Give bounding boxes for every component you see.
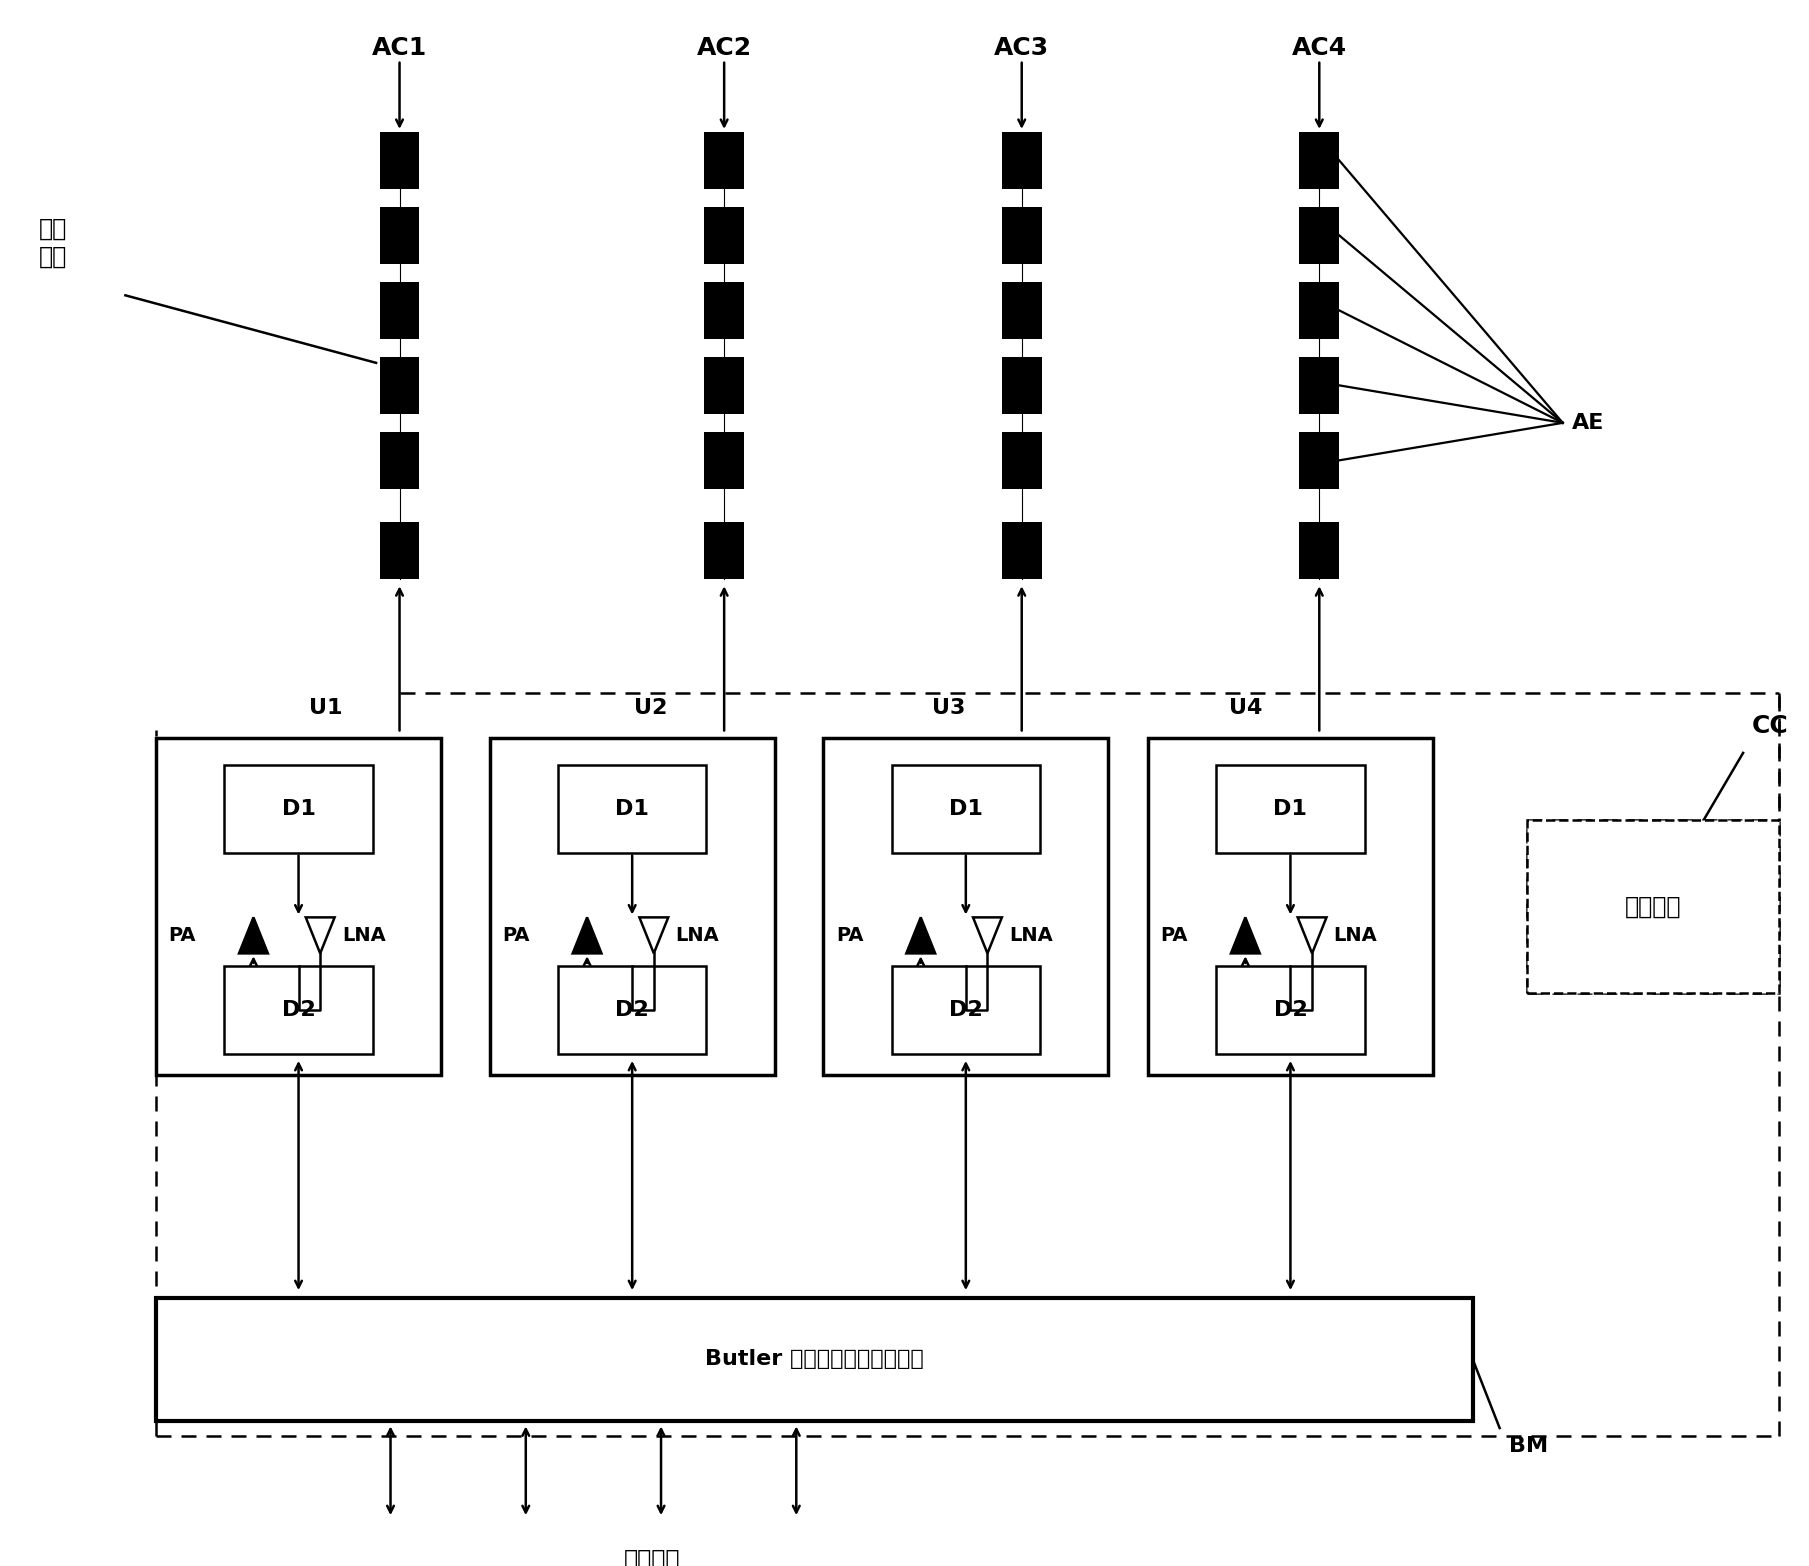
Bar (892, 764, 1040, 852)
Bar (380, 432, 420, 489)
Text: U1: U1 (309, 698, 344, 717)
Text: CC: CC (1751, 714, 1787, 738)
Text: AE: AE (1572, 413, 1605, 432)
Bar (1002, 132, 1042, 189)
Text: AC1: AC1 (373, 36, 427, 60)
Bar (704, 132, 743, 189)
Bar (1299, 357, 1339, 413)
Bar (823, 738, 1109, 1076)
Bar (1002, 432, 1042, 489)
Text: Butler 矩阵（微带相控网络）: Butler 矩阵（微带相控网络） (706, 1348, 924, 1369)
Bar (704, 357, 743, 413)
Bar (1299, 282, 1339, 338)
Text: D1: D1 (615, 799, 649, 819)
Bar (1299, 521, 1339, 579)
Text: U4: U4 (1228, 698, 1263, 717)
Bar (1149, 738, 1433, 1076)
Text: LNA: LNA (342, 926, 385, 944)
Bar (380, 132, 420, 189)
Bar (380, 207, 420, 263)
Bar (156, 738, 441, 1076)
Polygon shape (239, 918, 268, 954)
Bar (704, 207, 743, 263)
Text: AC4: AC4 (1292, 36, 1348, 60)
Bar (704, 432, 743, 489)
Text: LNA: LNA (1009, 926, 1053, 944)
Bar (1002, 282, 1042, 338)
Bar (380, 282, 420, 338)
Text: LNA: LNA (1333, 926, 1377, 944)
Polygon shape (639, 918, 668, 954)
Polygon shape (906, 918, 935, 954)
Text: PA: PA (168, 926, 195, 944)
Bar (224, 764, 373, 852)
Text: PA: PA (836, 926, 863, 944)
Text: D1: D1 (1274, 799, 1308, 819)
Text: 天线馈源: 天线馈源 (624, 1549, 680, 1566)
Bar (490, 738, 774, 1076)
Bar (704, 521, 743, 579)
Bar (1527, 821, 1780, 993)
Polygon shape (1230, 918, 1259, 954)
Bar (559, 966, 706, 1054)
Text: LNA: LNA (675, 926, 720, 944)
Text: D1: D1 (950, 799, 982, 819)
Bar (892, 966, 1040, 1054)
Text: PA: PA (503, 926, 530, 944)
Bar (1002, 207, 1042, 263)
Polygon shape (573, 918, 602, 954)
Bar (156, 1298, 1473, 1420)
Bar (380, 521, 420, 579)
Text: BM: BM (1509, 1436, 1549, 1455)
Bar (1216, 764, 1364, 852)
Text: U3: U3 (932, 698, 964, 717)
Text: D1: D1 (282, 799, 315, 819)
Bar (1002, 521, 1042, 579)
Text: 单天
线元: 单天 线元 (38, 218, 67, 269)
Text: PA: PA (1161, 926, 1189, 944)
Text: 校准电路: 校准电路 (1624, 894, 1681, 919)
Bar (559, 764, 706, 852)
Polygon shape (306, 918, 335, 954)
Bar (380, 357, 420, 413)
Bar (704, 282, 743, 338)
Bar (1299, 207, 1339, 263)
Bar (1216, 966, 1364, 1054)
Text: D2: D2 (1274, 999, 1308, 1019)
Text: D2: D2 (282, 999, 315, 1019)
Text: D2: D2 (615, 999, 649, 1019)
Bar (224, 966, 373, 1054)
Text: AC2: AC2 (696, 36, 753, 60)
Text: AC3: AC3 (995, 36, 1049, 60)
Bar (1299, 132, 1339, 189)
Bar (1299, 432, 1339, 489)
Polygon shape (973, 918, 1002, 954)
Bar (1002, 357, 1042, 413)
Text: D2: D2 (950, 999, 982, 1019)
Text: U2: U2 (633, 698, 668, 717)
Polygon shape (1297, 918, 1326, 954)
